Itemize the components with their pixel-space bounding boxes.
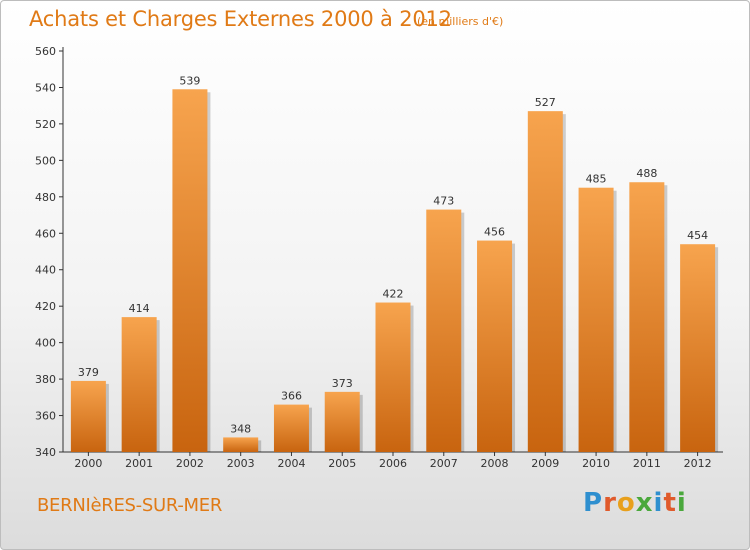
- data-label: 366: [281, 390, 302, 403]
- x-tick-label: 2006: [379, 457, 407, 470]
- data-label: 422: [383, 288, 404, 301]
- y-tick-label: 500: [35, 154, 56, 167]
- bar: [121, 317, 157, 452]
- data-label: 414: [129, 302, 150, 315]
- x-tick-label: 2004: [277, 457, 305, 470]
- x-tick-label: 2008: [481, 457, 509, 470]
- data-label: 485: [586, 173, 607, 186]
- data-label: 456: [484, 226, 505, 239]
- brand-letter: t: [663, 488, 677, 518]
- bar: [223, 437, 259, 452]
- bar: [477, 240, 513, 452]
- bar: [70, 380, 106, 452]
- x-tick-label: 2002: [176, 457, 204, 470]
- y-tick-label: 380: [35, 373, 56, 386]
- bar: [324, 391, 360, 452]
- commune-name: BERNIèRES-SUR-MER: [37, 495, 223, 516]
- x-tick-label: 2009: [531, 457, 559, 470]
- data-label: 473: [433, 195, 454, 208]
- y-tick-label: 360: [35, 410, 56, 423]
- data-label: 373: [332, 377, 353, 390]
- y-tick-label: 460: [35, 227, 56, 240]
- brand-letter: i: [653, 488, 664, 518]
- data-label: 527: [535, 96, 556, 109]
- bar: [680, 244, 716, 452]
- y-tick-label: 400: [35, 337, 56, 350]
- x-tick-label: 2005: [328, 457, 356, 470]
- brand-letter: P: [583, 488, 604, 518]
- chart-subtitle: (en milliers d'€): [417, 15, 504, 28]
- x-tick-label: 2000: [74, 457, 102, 470]
- bar: [375, 302, 411, 452]
- brand-letter: r: [603, 488, 617, 518]
- data-label: 379: [78, 366, 99, 379]
- bar: [629, 182, 665, 452]
- chart-title: Achats et Charges Externes 2000 à 2012: [29, 7, 452, 31]
- proxiti-logo: Proxiti: [583, 488, 687, 518]
- x-tick-label: 2011: [633, 457, 661, 470]
- brand-letter: o: [616, 488, 636, 518]
- y-tick-label: 440: [35, 264, 56, 277]
- bar: [172, 89, 208, 452]
- y-tick-label: 560: [35, 45, 56, 58]
- data-label: 348: [230, 422, 251, 435]
- x-tick-label: 2007: [430, 457, 458, 470]
- bar: [273, 404, 309, 452]
- data-label: 488: [636, 167, 657, 180]
- data-label: 539: [179, 74, 200, 87]
- data-label: 454: [687, 229, 708, 242]
- y-tick-label: 420: [35, 300, 56, 313]
- x-tick-label: 2012: [684, 457, 712, 470]
- bar: [426, 209, 462, 452]
- y-tick-label: 480: [35, 191, 56, 204]
- y-tick-label: 520: [35, 118, 56, 131]
- bar: [527, 111, 563, 453]
- y-tick-label: 340: [35, 446, 56, 459]
- bar: [578, 187, 614, 453]
- y-tick-label: 540: [35, 81, 56, 94]
- x-tick-label: 2003: [227, 457, 255, 470]
- x-tick-label: 2010: [582, 457, 610, 470]
- x-tick-label: 2001: [125, 457, 153, 470]
- brand-letter: i: [676, 488, 687, 518]
- brand-letter: x: [635, 488, 654, 518]
